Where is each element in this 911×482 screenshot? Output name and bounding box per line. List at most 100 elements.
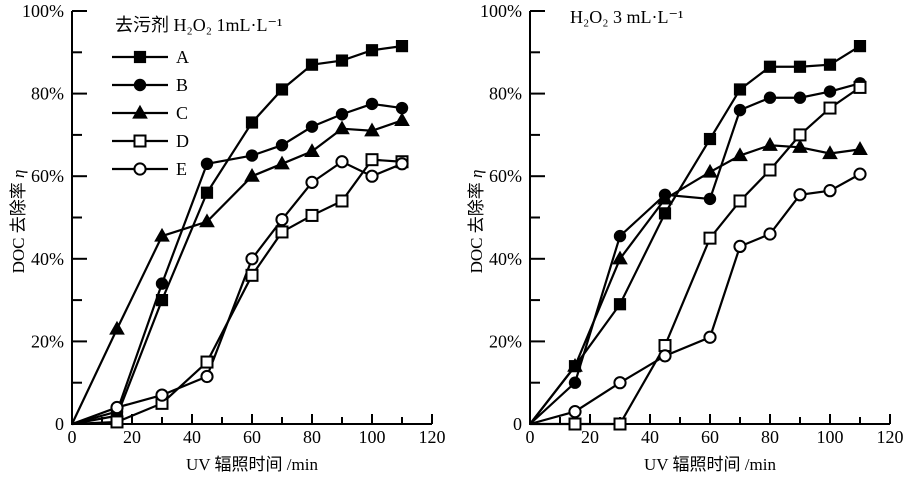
series-C-point bbox=[567, 357, 583, 372]
series-C-line-right bbox=[529, 144, 861, 425]
chart-left: 0 20% 40% 60% 80% 100% 0 20 40 60 80 100 120 UV 辐照时间 … bbox=[9, 1, 446, 474]
legend-item-B: B bbox=[112, 75, 188, 95]
series-A-point bbox=[733, 83, 747, 96]
series-C-point bbox=[732, 147, 748, 162]
series-A-point bbox=[613, 298, 627, 311]
series-A-point bbox=[703, 132, 717, 146]
series-E-line-right bbox=[529, 173, 861, 426]
series-D-point bbox=[305, 208, 319, 222]
legend-label-B: B bbox=[176, 75, 188, 95]
series-C-line-left bbox=[71, 119, 403, 425]
series-D-point bbox=[568, 417, 582, 431]
chart-right: 0 20% 40% 60% 80% 100% 0 20 40 60 80 100 120 UV 辐照时间 … bbox=[467, 1, 904, 474]
series-E-point bbox=[245, 252, 259, 266]
series-D-point bbox=[823, 101, 837, 115]
series-B-line-right bbox=[529, 82, 861, 425]
x-tick-label: 60 bbox=[701, 427, 719, 447]
legend-label-C: C bbox=[176, 103, 188, 123]
legend-marker-C bbox=[132, 104, 148, 119]
chart-title-left: 去污剂 H₂O₂ 1mL·L⁻¹ bbox=[115, 15, 282, 35]
x-tick-label: 40 bbox=[641, 427, 659, 447]
series-B-line-left bbox=[71, 102, 403, 426]
series-A-point bbox=[763, 60, 777, 73]
y-tick-label: 40% bbox=[489, 249, 522, 269]
chart-title-right: H₂O₂ 3 mL·L⁻¹ bbox=[570, 7, 683, 27]
legend-marker-D bbox=[133, 134, 147, 148]
series-C-point bbox=[657, 190, 673, 205]
series-B-point bbox=[703, 192, 717, 206]
series-C-point bbox=[364, 122, 380, 137]
series-D-point bbox=[793, 128, 807, 142]
y-tick-label: 80% bbox=[31, 84, 64, 104]
series-A-point bbox=[155, 294, 169, 307]
x-axis-label: UV 辐照时间 /min bbox=[644, 455, 776, 474]
series-B-point bbox=[200, 157, 214, 171]
series-E-point bbox=[335, 155, 349, 169]
legend-marker-E bbox=[133, 162, 147, 176]
axes-left bbox=[71, 11, 432, 425]
series-E-point bbox=[793, 188, 807, 202]
series-E-line-left bbox=[71, 160, 403, 426]
series-E-point bbox=[658, 349, 672, 363]
axes-right bbox=[529, 11, 890, 425]
series-C-point bbox=[822, 145, 838, 160]
series-B-point bbox=[613, 229, 627, 243]
series-A-point bbox=[658, 207, 672, 220]
series-C-point bbox=[762, 137, 778, 151]
series-C-point bbox=[154, 227, 170, 242]
series-B-point bbox=[823, 85, 837, 98]
series-E-point bbox=[733, 239, 747, 254]
series-C-point bbox=[852, 141, 868, 155]
series-D-point bbox=[110, 415, 124, 429]
series-A-point bbox=[365, 44, 379, 57]
x-tick-label: 80 bbox=[303, 427, 321, 447]
series-C-point bbox=[274, 155, 290, 170]
x-tick-label: 100 bbox=[359, 427, 386, 447]
legend-label-A: A bbox=[176, 47, 189, 67]
legend-marker-B bbox=[133, 78, 147, 92]
series-D-point bbox=[703, 231, 717, 245]
series-B-point bbox=[395, 101, 409, 115]
y-tick-label: 100% bbox=[22, 1, 64, 21]
legend-label-E: E bbox=[176, 159, 187, 179]
series-A-point bbox=[200, 186, 214, 199]
series-D-point bbox=[613, 417, 627, 431]
series-E-point bbox=[613, 376, 627, 390]
series-B-point bbox=[733, 103, 747, 117]
y-tick-label: 80% bbox=[489, 84, 522, 104]
legend-label-D: D bbox=[176, 131, 189, 151]
x-axis-label: UV 辐照时间 /min bbox=[186, 455, 318, 474]
series-A-point bbox=[395, 40, 409, 53]
series-C-point bbox=[199, 213, 215, 228]
series-D-line-right bbox=[530, 86, 861, 426]
y-tick-label: 20% bbox=[489, 331, 522, 351]
legend-item-E: E bbox=[112, 159, 187, 179]
series-B-point bbox=[305, 120, 319, 133]
legend-item-C: C bbox=[112, 103, 188, 123]
x-tick-label: 120 bbox=[877, 427, 904, 447]
series-C-point bbox=[304, 143, 320, 158]
y-tick-label: 40% bbox=[31, 249, 64, 269]
x-tick-label: 20 bbox=[123, 427, 141, 447]
series-D-line-left bbox=[71, 158, 403, 426]
series-B-point bbox=[568, 376, 582, 389]
series-B-point bbox=[763, 91, 777, 104]
series-E-point bbox=[395, 157, 409, 171]
series-E-point bbox=[763, 227, 777, 241]
x-tick-label: 60 bbox=[243, 427, 261, 447]
series-E-point bbox=[305, 175, 319, 189]
legend-item-A: A bbox=[112, 47, 189, 67]
series-A-point bbox=[853, 40, 867, 53]
series-A-line-left bbox=[71, 45, 403, 426]
y-tick-label: 0 bbox=[513, 414, 522, 434]
series-C-point bbox=[612, 250, 628, 265]
x-tick-label: 20 bbox=[581, 427, 599, 447]
series-A-point bbox=[245, 116, 259, 129]
series-C-point bbox=[394, 112, 410, 127]
series-E-point bbox=[568, 405, 582, 419]
series-D-point bbox=[200, 355, 214, 369]
series-E-point bbox=[275, 212, 289, 227]
x-tick-label: 120 bbox=[419, 427, 446, 447]
